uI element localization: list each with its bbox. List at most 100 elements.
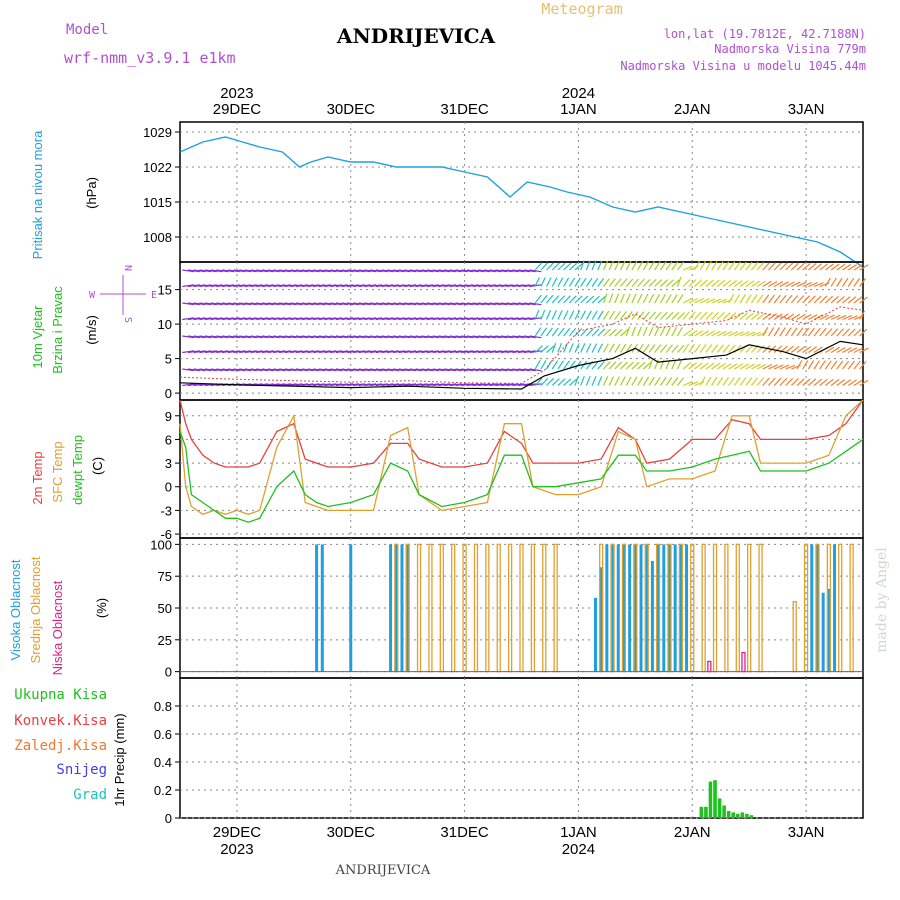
high-cloud-bar bbox=[315, 544, 319, 672]
wind-arrow bbox=[847, 277, 855, 287]
wind-arrow bbox=[352, 269, 365, 273]
wind-arrow bbox=[563, 277, 570, 287]
wind-arrow bbox=[347, 302, 360, 306]
wind-arrow bbox=[568, 378, 578, 386]
wind-arrow bbox=[711, 344, 719, 353]
wind-arrow bbox=[705, 261, 712, 271]
wind-arrow bbox=[307, 317, 320, 321]
wind-arrow bbox=[750, 377, 759, 386]
wind-arrow bbox=[608, 293, 614, 304]
wind-arrow bbox=[523, 269, 536, 273]
wind-arrow bbox=[802, 346, 812, 353]
wind-arrow bbox=[398, 335, 411, 339]
wind-arrow bbox=[568, 343, 574, 353]
wind-arrow bbox=[273, 335, 286, 339]
wind-arrow bbox=[347, 383, 360, 387]
wind-arrow bbox=[751, 312, 760, 320]
wind-arrow bbox=[421, 284, 434, 288]
wind-arrow bbox=[409, 335, 422, 339]
mid-cloud-bar bbox=[747, 543, 752, 673]
wind-arrow bbox=[347, 350, 360, 354]
wind-arrow bbox=[551, 295, 560, 304]
wind-arrow bbox=[370, 383, 383, 387]
wind-arrow bbox=[478, 269, 491, 273]
precip-legend-item: Konvek.Kisa bbox=[14, 713, 107, 729]
footer-station: ANDRIJEVICA bbox=[335, 863, 431, 878]
pressure-series-line bbox=[179, 136, 864, 268]
high-cloud-bar bbox=[833, 544, 837, 672]
wind-arrow bbox=[204, 302, 217, 306]
wind-arrow bbox=[301, 317, 314, 321]
wind-arrow bbox=[523, 335, 536, 339]
wind-arrow bbox=[210, 302, 223, 306]
wind-arrow bbox=[762, 327, 769, 337]
wind-arrow bbox=[278, 368, 291, 372]
mid-cloud-bar bbox=[439, 543, 444, 673]
wind-arrow bbox=[585, 310, 592, 320]
wind-arrow bbox=[842, 328, 850, 337]
wind-arrow bbox=[637, 326, 642, 337]
high-cloud-bar bbox=[406, 544, 410, 672]
wind-arrow bbox=[768, 280, 778, 288]
wind-arrow bbox=[352, 302, 365, 306]
wind-arrow bbox=[790, 345, 800, 353]
wind-arrow bbox=[421, 350, 434, 354]
y-tick-label: 1029 bbox=[143, 125, 172, 140]
wind-arrow bbox=[204, 284, 217, 288]
wind-arrow bbox=[324, 335, 337, 339]
wind-arrow bbox=[614, 376, 620, 386]
wind-arrow bbox=[409, 383, 422, 387]
wind-arrow bbox=[728, 280, 738, 287]
wind-arrow bbox=[478, 368, 491, 372]
wind-arrow bbox=[796, 378, 805, 386]
wind-arrow bbox=[313, 284, 326, 288]
wind-arrow bbox=[233, 302, 246, 306]
high-cloud-bar bbox=[394, 544, 398, 672]
wind-arrow bbox=[193, 350, 206, 354]
wind-arrow bbox=[716, 261, 724, 271]
wind-arrow bbox=[830, 277, 837, 287]
wind-arrow bbox=[364, 335, 377, 339]
wind-arrow bbox=[671, 344, 679, 353]
wind-arrow bbox=[580, 328, 588, 337]
wind-arrow bbox=[745, 294, 752, 304]
wind-arrow bbox=[324, 368, 337, 372]
wind-arrow bbox=[421, 383, 434, 387]
wind-arrow bbox=[318, 284, 331, 288]
wind-arrow bbox=[734, 280, 743, 287]
wind-arrow bbox=[568, 327, 577, 337]
wind-arrow bbox=[518, 368, 531, 372]
wind-arrow bbox=[637, 278, 645, 287]
wind-arrow bbox=[756, 377, 765, 386]
wind-arrow bbox=[722, 312, 731, 320]
wind-arrow bbox=[495, 269, 508, 273]
wind-arrow bbox=[335, 368, 348, 372]
wind-arrow bbox=[796, 281, 807, 288]
model-elevation-label: Nadmorska Visina u modelu 1045.44m bbox=[620, 59, 866, 73]
high-cloud-bar bbox=[685, 544, 689, 672]
wind-ylabel-sub: Brzina i Pravac bbox=[50, 286, 65, 374]
wind-arrow bbox=[580, 295, 589, 304]
precip-bar bbox=[740, 812, 745, 818]
wind-arrow bbox=[518, 269, 531, 273]
wind-arrow bbox=[825, 263, 834, 271]
wind-arrow bbox=[574, 262, 583, 271]
wind-arrow bbox=[375, 350, 388, 354]
wind-arrow bbox=[222, 350, 235, 354]
wind-arrow bbox=[813, 314, 824, 321]
wind-arrow bbox=[677, 261, 684, 271]
wind-arrow bbox=[472, 302, 485, 306]
wind-arrow bbox=[597, 278, 605, 287]
wind-arrow bbox=[773, 327, 781, 337]
wind-arrow bbox=[625, 278, 634, 287]
wind-arrow bbox=[648, 359, 653, 370]
y-tick-label: 100 bbox=[150, 537, 172, 552]
wind-arrow bbox=[478, 335, 491, 339]
wind-arrow bbox=[551, 342, 557, 353]
wind-arrow bbox=[671, 311, 680, 320]
high-cloud-ylabel: Visoka Oblacnost bbox=[8, 559, 23, 660]
wind-arrow bbox=[785, 377, 794, 386]
wind-arrow bbox=[842, 263, 852, 271]
wind-arrow bbox=[557, 327, 565, 337]
low-cloud-ylabel: Niska Oblacnost bbox=[50, 580, 65, 675]
